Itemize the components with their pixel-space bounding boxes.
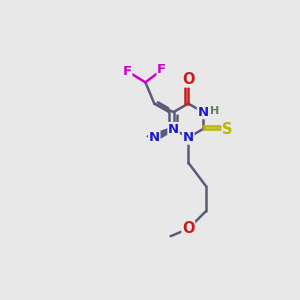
Text: N: N — [197, 106, 208, 118]
Text: N: N — [149, 131, 160, 144]
Text: H: H — [210, 106, 219, 116]
Text: F: F — [157, 64, 166, 76]
Text: N: N — [168, 123, 179, 136]
Text: O: O — [182, 221, 194, 236]
Text: O: O — [182, 72, 194, 87]
Text: N: N — [183, 131, 194, 144]
Text: S: S — [222, 122, 233, 136]
Text: F: F — [123, 65, 132, 78]
